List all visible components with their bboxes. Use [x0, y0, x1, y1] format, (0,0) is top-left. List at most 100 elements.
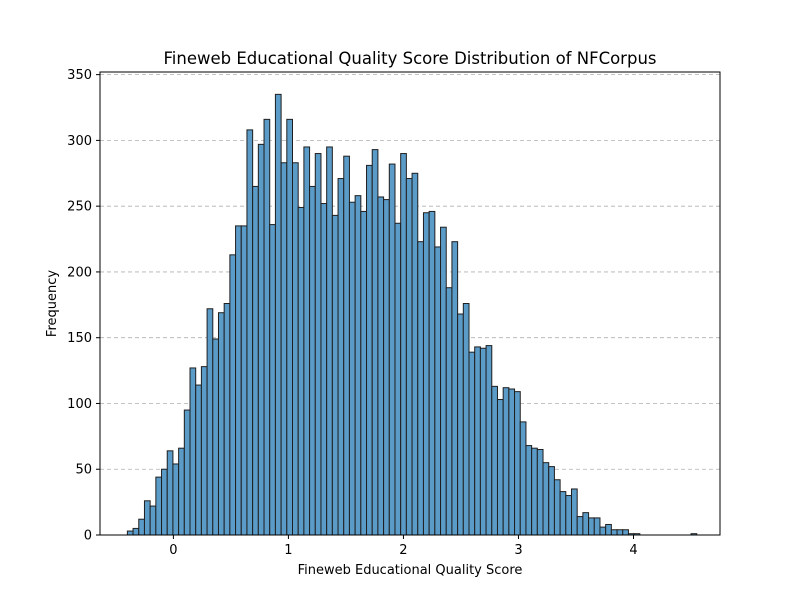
histogram-bar	[320, 203, 328, 536]
histogram-bar	[280, 162, 288, 536]
histogram-bar	[508, 388, 516, 536]
histogram-bar	[405, 178, 413, 536]
chart-title: Fineweb Educational Quality Score Distri…	[163, 49, 656, 68]
histogram-bar	[519, 421, 527, 536]
histogram-bar	[138, 518, 145, 536]
histogram-bar	[303, 146, 311, 536]
x-axis-label: Fineweb Educational Quality Score	[298, 563, 523, 578]
histogram-bar	[269, 224, 276, 536]
histogram-bar	[366, 164, 373, 536]
histogram-bar	[445, 287, 453, 536]
x-tick-label: 0	[169, 543, 177, 558]
histogram-bar	[337, 178, 345, 536]
histogram-bar	[297, 206, 305, 536]
histogram-bar	[257, 143, 265, 536]
histogram-bar	[235, 225, 242, 536]
histogram-bar	[217, 312, 225, 536]
histogram-bar	[263, 118, 271, 536]
histogram-bar	[422, 212, 430, 536]
histogram-bar	[126, 530, 134, 536]
x-tick-label: 4	[629, 543, 637, 558]
histogram-bar	[394, 222, 402, 536]
histogram-bar	[388, 163, 396, 536]
histogram-bar	[326, 146, 333, 536]
histogram-bar	[496, 399, 504, 536]
histogram-bar	[616, 529, 624, 536]
x-axis: 0 1 2 3 4	[169, 535, 638, 558]
histogram-bar	[200, 366, 208, 536]
y-axis-label: Frequency	[45, 270, 60, 337]
histogram-bar	[252, 185, 259, 536]
histogram-bar	[502, 387, 510, 536]
histogram-bar	[223, 303, 231, 536]
histogram-bar	[622, 529, 629, 536]
x-tick-label: 1	[284, 543, 292, 558]
histogram-bar	[593, 517, 601, 536]
histogram-bar	[553, 479, 561, 536]
histogram-bar	[582, 512, 590, 536]
histogram-bar	[462, 303, 470, 536]
histogram-bar	[354, 195, 362, 536]
histogram-bar	[565, 495, 572, 536]
x-tick-label: 3	[514, 543, 522, 558]
histogram-bar	[588, 517, 595, 536]
histogram-bar	[143, 500, 151, 536]
histogram-bar	[183, 409, 191, 536]
histogram-bar	[377, 196, 385, 536]
histogram-bar	[474, 346, 481, 536]
histogram-bar	[155, 476, 163, 536]
histogram-bar	[485, 345, 493, 536]
y-tick-label: 150	[67, 331, 92, 346]
y-tick-label: 100	[67, 397, 92, 412]
x-tick-label: 2	[399, 543, 407, 558]
histogram-bar	[428, 210, 436, 536]
plot-frame	[99, 71, 721, 536]
y-tick-label: 350	[67, 68, 92, 83]
histogram-bar	[531, 447, 538, 536]
histogram-bar	[371, 149, 379, 536]
histogram-bar	[610, 529, 618, 536]
histogram-bar	[291, 162, 299, 536]
histogram-bar	[331, 214, 339, 536]
y-tick-label: 50	[75, 463, 92, 478]
histogram-bar	[559, 491, 567, 536]
histogram-bar	[195, 384, 202, 536]
histogram-bar	[525, 445, 533, 536]
histogram-bar	[360, 210, 368, 536]
histogram-bar	[440, 226, 447, 536]
y-tick-label: 0	[84, 529, 92, 544]
histogram-bar	[576, 516, 584, 536]
histogram-bar	[570, 488, 578, 536]
histogram-bar	[383, 199, 390, 536]
histogram-bar	[434, 246, 442, 536]
histogram-bar	[166, 450, 174, 536]
histogram-bar	[172, 463, 180, 536]
histogram-bar	[161, 468, 168, 536]
histogram-bar	[542, 462, 550, 536]
histogram-bar	[599, 526, 607, 536]
histogram-bar	[348, 201, 356, 536]
histogram-bar	[149, 505, 157, 536]
histogram-bar	[309, 185, 316, 536]
histogram-bar	[411, 172, 419, 536]
histogram-bar	[132, 527, 140, 536]
histogram-bar	[343, 155, 350, 536]
histogram-bar	[246, 129, 254, 536]
histogram-bar	[457, 313, 464, 536]
histogram-bars	[126, 93, 698, 536]
histogram-bar	[206, 308, 214, 536]
histogram-bar	[514, 391, 521, 536]
y-tick-label: 250	[67, 200, 92, 215]
histogram-bar	[548, 466, 555, 536]
histogram-bar	[286, 118, 293, 536]
histogram-bar	[417, 241, 424, 536]
histogram-bar	[314, 153, 322, 536]
histogram-bar	[479, 347, 487, 536]
histogram-bar	[240, 225, 248, 536]
y-axis: 0 50 100 150 200 250 300 350	[67, 68, 100, 544]
histogram-bar	[536, 449, 544, 536]
histogram-bar	[468, 351, 476, 536]
y-tick-label: 300	[67, 134, 92, 149]
histogram-bar	[451, 241, 459, 536]
